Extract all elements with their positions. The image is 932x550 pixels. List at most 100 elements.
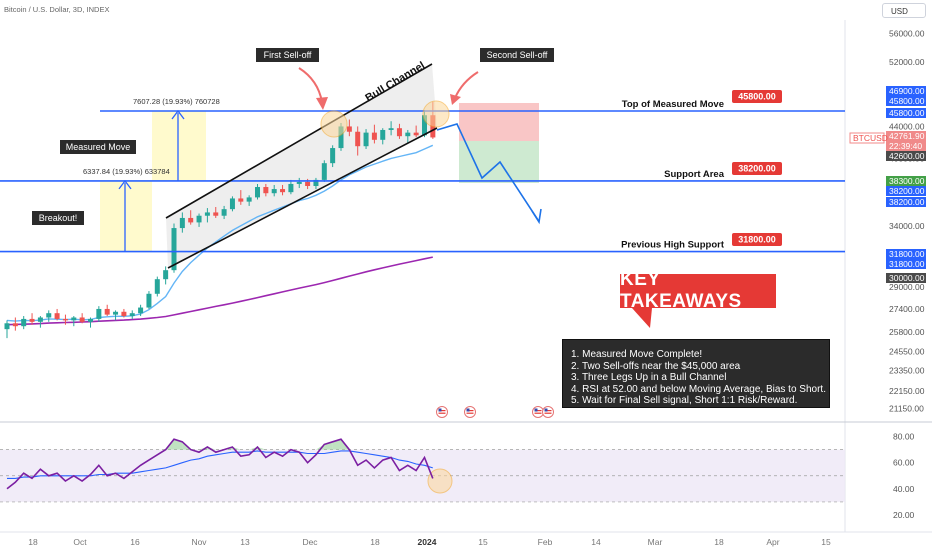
- price-label-text: 38300.00: [889, 176, 925, 186]
- ticker-tag-text: BTCUSD: [853, 133, 888, 143]
- price-label-text: 31800.00: [889, 259, 925, 269]
- rsi-line: [6, 438, 434, 490]
- candle-body: [246, 197, 252, 202]
- level-tag-prev-high-box: [732, 233, 782, 246]
- us-flag-stripe: [438, 412, 446, 414]
- symbol-title: Bitcoin / U.S. Dollar, 3D, INDEX: [4, 5, 109, 14]
- second-selloff-label-box: [480, 48, 554, 62]
- price-label-text: 42600.00: [889, 151, 925, 161]
- candle-body: [263, 187, 269, 194]
- projection-path: [436, 123, 539, 221]
- candle-body: [271, 189, 277, 194]
- key-takeaways-pointer: [632, 308, 652, 328]
- candle-body: [363, 132, 369, 147]
- rsi-tick-label: 20.00: [893, 510, 915, 520]
- candle-body: [146, 293, 152, 308]
- rsi-tick-label: 60.00: [893, 458, 915, 468]
- candle-body: [179, 217, 185, 229]
- ema-short-line: [6, 144, 434, 322]
- candle-body: [163, 270, 169, 280]
- price-label-tag: [886, 186, 926, 196]
- candle-body: [21, 318, 27, 327]
- candle-body: [313, 179, 319, 186]
- second-selloff-arrow: [454, 71, 479, 99]
- price-tick-label: 21150.00: [889, 404, 924, 414]
- level-tag-prev-high: 31800.00: [738, 235, 776, 245]
- channel-lower-line: [167, 127, 438, 269]
- price-label-text: 45800.00: [889, 96, 925, 106]
- second-selloff-arrow-head: [450, 94, 461, 105]
- projection-arrow-head: [531, 208, 542, 225]
- candle-body: [371, 132, 377, 140]
- price-label-tag: [886, 259, 926, 269]
- candle-body: [129, 313, 135, 317]
- ticker-tag: [849, 132, 885, 144]
- us-flag-stripe: [544, 412, 552, 414]
- candle-body: [280, 189, 286, 193]
- candle-body: [88, 318, 93, 322]
- us-flag-canton: [466, 408, 470, 412]
- time-tick-label: Feb: [538, 537, 553, 547]
- price-tick-label: 24550.00: [889, 346, 925, 356]
- key-takeaways-title: KEY TAKEAWAYS: [620, 269, 776, 312]
- support-area-label: Support Area: [664, 169, 725, 180]
- candle-body: [62, 318, 68, 321]
- price-label-tag: [886, 151, 926, 161]
- candle-body: [405, 132, 411, 137]
- measured-move-box: [152, 110, 206, 181]
- price-label-tag: [886, 131, 926, 141]
- candle-body: [37, 317, 43, 322]
- candle-body: [321, 163, 327, 180]
- candle-body: [396, 128, 402, 137]
- price-label-text: 30000.00: [889, 273, 925, 283]
- us-flag-canton: [544, 408, 548, 412]
- key-takeaway-item: 1. Measured Move Complete!: [571, 349, 703, 360]
- level-tag-top: 45800.00: [738, 92, 776, 102]
- us-flag-stripe: [544, 410, 552, 412]
- price-tick-label: 34000.00: [889, 221, 925, 231]
- candle-body: [204, 212, 210, 216]
- us-flag-stripe: [534, 412, 542, 414]
- time-tick-label: 15: [821, 537, 831, 547]
- candle-body: [355, 131, 361, 147]
- candle-body: [171, 228, 177, 271]
- time-tick-label: 18: [370, 537, 380, 547]
- rsi-overbought-fill: [315, 444, 325, 450]
- us-flag-event-icon: [542, 406, 554, 418]
- us-flag-canton: [438, 408, 442, 412]
- price-label-tag: [886, 176, 926, 186]
- price-label-tag: [886, 249, 926, 259]
- level-tag-support: 38200.00: [738, 164, 776, 174]
- candle-body: [346, 126, 352, 132]
- price-label-text: 31800.00: [889, 249, 925, 259]
- time-tick-label: Mar: [648, 537, 663, 547]
- currency-button[interactable]: USD: [882, 3, 926, 18]
- candle-body: [255, 187, 260, 198]
- rsi-ma-line: [7, 450, 433, 479]
- key-takeaway-item: 4. RSI at 52.00 and below Moving Average…: [571, 383, 826, 395]
- background-layer: [0, 20, 932, 533]
- candle-body: [79, 317, 85, 322]
- us-flag-stripe: [438, 410, 446, 412]
- candle-body: [54, 313, 60, 319]
- price-label-tag: [886, 141, 926, 151]
- previous-high-support-label: Previous High Support: [621, 240, 725, 251]
- price-tick-label: 23350.00: [889, 366, 925, 376]
- measured-move-arrow-lower-head: [118, 179, 132, 190]
- level-tag-support-box: [732, 162, 782, 175]
- candle-body: [196, 215, 202, 223]
- candle-body: [71, 317, 77, 321]
- level-tag-top-box: [732, 90, 782, 103]
- bull-channel-fill: [166, 64, 437, 268]
- candle-body: [296, 181, 302, 184]
- price-tick-label: 25800.00: [889, 327, 925, 337]
- first-selloff-label: First Sell-off: [264, 50, 312, 60]
- price-tick-label: 56000.00: [889, 29, 925, 39]
- time-tick-label: 13: [240, 537, 250, 547]
- candles-layer: [4, 101, 436, 339]
- key-takeaway-item: 3. Three Legs Up in a Bull Channel: [571, 372, 727, 384]
- candle-body: [113, 311, 119, 315]
- ema-long-line: [6, 256, 433, 326]
- rsi-tick-label: 80.00: [893, 432, 915, 442]
